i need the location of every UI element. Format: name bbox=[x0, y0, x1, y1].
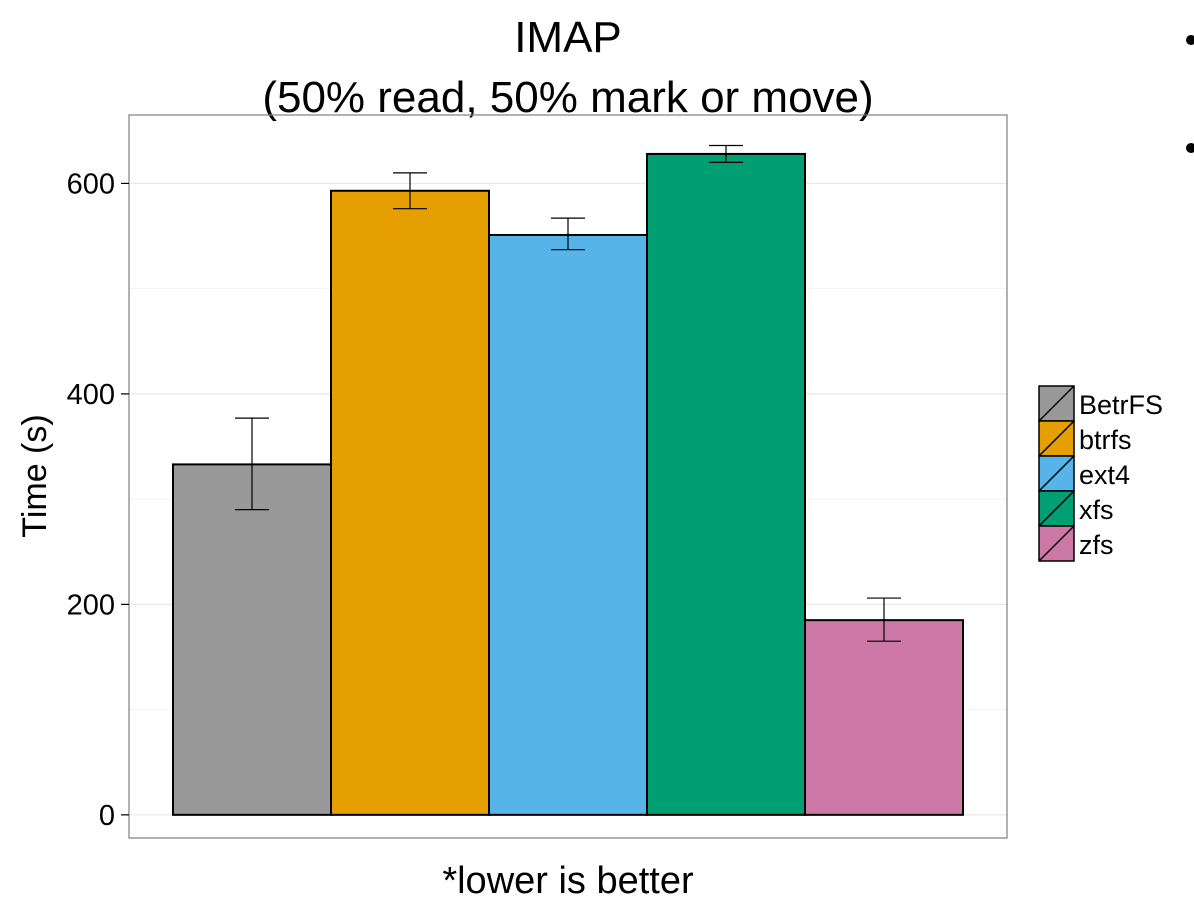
legend-swatch-slash bbox=[1038, 490, 1075, 527]
error-bar-xfs bbox=[709, 144, 743, 163]
y-tick-label: 400 bbox=[67, 379, 115, 411]
y-tick-label: 600 bbox=[67, 168, 115, 200]
bar-btrfs bbox=[330, 189, 490, 816]
legend-swatch-slash bbox=[1038, 525, 1075, 562]
legend-swatch-slash bbox=[1038, 385, 1075, 422]
legend-label: btrfs bbox=[1079, 425, 1132, 455]
bar-xfs bbox=[646, 152, 806, 816]
legend-item-btrfs: btrfs bbox=[1038, 420, 1132, 457]
bar-betrfs bbox=[172, 463, 332, 816]
bullet-point-2 bbox=[1186, 143, 1194, 153]
error-bars bbox=[235, 144, 901, 642]
legend-swatch-slash bbox=[1038, 455, 1075, 492]
x-axis-label: *lower is better bbox=[442, 860, 694, 900]
bullet-point-1 bbox=[1186, 35, 1194, 45]
legend-item-ext4: ext4 bbox=[1038, 455, 1130, 492]
legend-label: ext4 bbox=[1079, 460, 1130, 490]
chart-title-line-1: IMAP bbox=[514, 13, 622, 62]
y-axis-label: Time (s) bbox=[16, 414, 54, 537]
error-bar-zfs bbox=[867, 597, 901, 642]
y-axis: 0 200 400 600 bbox=[67, 168, 129, 832]
error-bar-betrfs bbox=[235, 417, 269, 511]
y-tick-label: 0 bbox=[99, 800, 115, 832]
y-tick-label: 200 bbox=[67, 589, 115, 621]
legend-item-betrfs: BetrFS bbox=[1038, 385, 1163, 422]
legend-label: zfs bbox=[1079, 530, 1114, 560]
chart-title-line-2: (50% read, 50% mark or move) bbox=[262, 73, 873, 122]
legend-label: xfs bbox=[1079, 495, 1114, 525]
bar-zfs bbox=[804, 619, 964, 816]
bar-ext4 bbox=[488, 233, 648, 816]
legend: BetrFS btrfs ext4 xfs zfs bbox=[1038, 385, 1163, 562]
bullet-markers bbox=[1186, 35, 1194, 153]
legend-label: BetrFS bbox=[1079, 390, 1163, 420]
error-bar-ext4 bbox=[551, 217, 585, 251]
bars bbox=[172, 152, 964, 816]
legend-swatch-slash bbox=[1038, 420, 1075, 457]
legend-item-zfs: zfs bbox=[1038, 525, 1114, 562]
plot-panel-border bbox=[128, 114, 1008, 839]
error-bar-btrfs bbox=[393, 172, 427, 210]
legend-item-xfs: xfs bbox=[1038, 490, 1114, 527]
